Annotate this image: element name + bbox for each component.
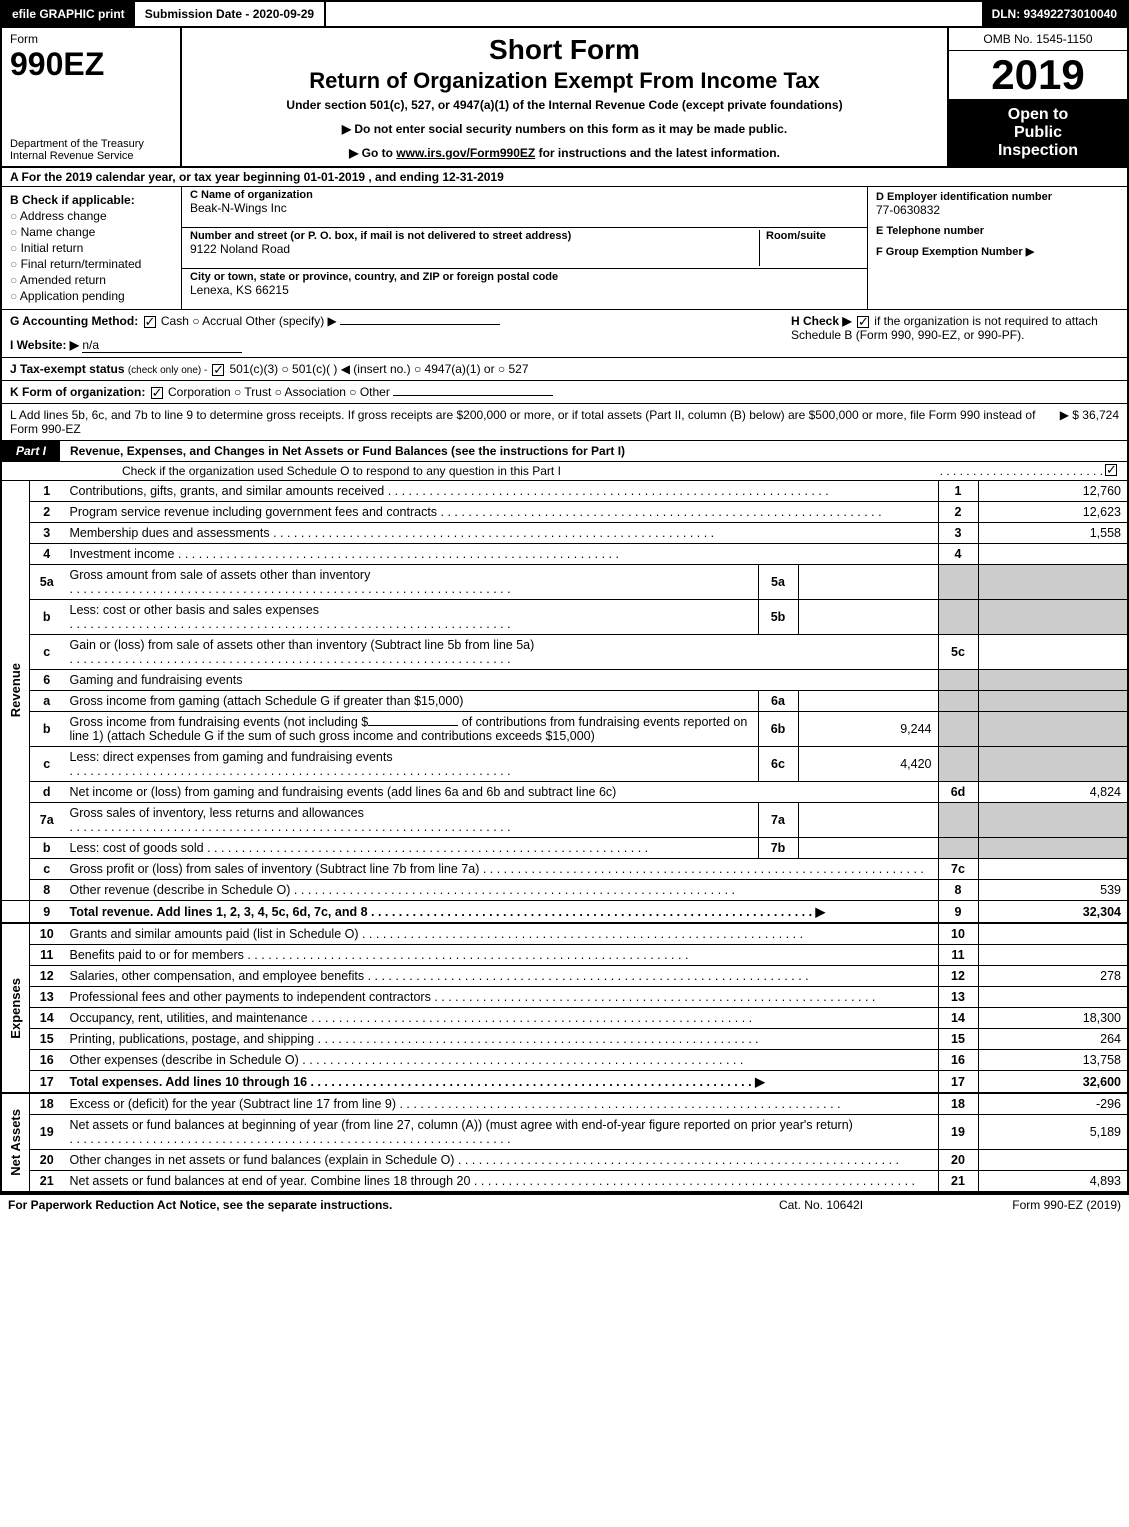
chk-corporation[interactable]	[151, 387, 163, 399]
footer-paperwork: For Paperwork Reduction Act Notice, see …	[8, 1198, 721, 1212]
city-value: Lenexa, KS 66215	[190, 283, 859, 297]
col-b-title: B Check if applicable:	[10, 193, 173, 207]
part-i-sub: Check if the organization used Schedule …	[0, 462, 1129, 481]
g-options: Cash ○ Accrual Other (specify) ▶	[161, 314, 337, 328]
h-label: H Check ▶	[791, 314, 852, 328]
ein-label: D Employer identification number	[876, 191, 1119, 203]
form-word: Form	[10, 32, 38, 46]
part-i-table: Revenue 1 Contributions, gifts, grants, …	[0, 481, 1129, 1193]
chk-cash[interactable]	[144, 316, 156, 328]
org-name-label: C Name of organization	[190, 189, 859, 201]
row-ghij: G Accounting Method: Cash ○ Accrual Othe…	[0, 310, 1129, 358]
group-exemption-label: F Group Exemption Number ▶	[876, 245, 1119, 258]
page-footer: For Paperwork Reduction Act Notice, see …	[0, 1193, 1129, 1215]
section-expenses: Expenses	[1, 923, 30, 1093]
part-i-header: Part I Revenue, Expenses, and Changes in…	[0, 441, 1129, 462]
line-desc: Contributions, gifts, grants, and simila…	[64, 481, 939, 502]
title-block: Form 990EZ Department of the Treasury In…	[0, 28, 1129, 168]
j-sub: (check only one) -	[128, 365, 210, 376]
open-to-public: Open to Public Inspection	[949, 100, 1127, 166]
part-i-title: Revenue, Expenses, and Changes in Net As…	[60, 441, 1127, 461]
omb-number: OMB No. 1545-1150	[949, 28, 1127, 51]
ein-value: 77-0630832	[876, 203, 1119, 217]
dln: DLN: 93492273010040	[982, 2, 1127, 26]
title-right: OMB No. 1545-1150 2019 Open to Public In…	[947, 28, 1127, 166]
chk-schedule-o[interactable]	[1105, 464, 1117, 476]
row-j: J Tax-exempt status (check only one) - 5…	[0, 358, 1129, 381]
footer-formref: Form 990-EZ (2019)	[921, 1198, 1121, 1212]
part-i-tag: Part I	[2, 441, 60, 461]
j-label: J Tax-exempt status	[10, 362, 125, 376]
line-num: 1	[30, 481, 64, 502]
i-label: I Website: ▶	[10, 338, 79, 352]
chk-application-pending[interactable]: Application pending	[10, 289, 173, 303]
chk-schedule-b[interactable]	[857, 316, 869, 328]
j-options: 501(c)(3) ○ 501(c)( ) ◀ (insert no.) ○ 4…	[229, 362, 528, 376]
chk-amended-return[interactable]: Amended return	[10, 273, 173, 287]
website-value: n/a	[82, 338, 242, 353]
section-net-assets: Net Assets	[1, 1093, 30, 1192]
footer-catno: Cat. No. 10642I	[721, 1198, 921, 1212]
l-text: L Add lines 5b, 6c, and 7b to line 9 to …	[10, 408, 1048, 436]
ssn-warning: ▶ Do not enter social security numbers o…	[190, 122, 939, 136]
org-name: Beak-N-Wings Inc	[190, 201, 859, 215]
g-label: G Accounting Method:	[10, 314, 138, 328]
form-number: 990EZ	[10, 46, 104, 82]
row-a-tax-year: A For the 2019 calendar year, or tax yea…	[0, 168, 1129, 187]
top-bar: efile GRAPHIC print Submission Date - 20…	[0, 0, 1129, 28]
section-revenue: Revenue	[1, 481, 30, 901]
tax-year: 2019	[949, 51, 1127, 100]
line-val: 12,760	[978, 481, 1128, 502]
street-value: 9122 Noland Road	[190, 242, 759, 256]
col-def: D Employer identification number 77-0630…	[867, 187, 1127, 309]
dept-treasury: Department of the Treasury	[10, 138, 172, 150]
street-label: Number and street (or P. O. box, if mail…	[190, 230, 759, 242]
l-amount: ▶ $ 36,724	[1048, 408, 1119, 436]
submission-date: Submission Date - 2020-09-29	[135, 2, 326, 26]
title-subtitle: Under section 501(c), 527, or 4947(a)(1)…	[190, 98, 939, 112]
city-label: City or town, state or province, country…	[190, 271, 859, 283]
irs-label: Internal Revenue Service	[10, 150, 172, 162]
line-ref: 1	[938, 481, 978, 502]
title-short-form: Short Form	[190, 34, 939, 66]
efile-print[interactable]: efile GRAPHIC print	[2, 2, 135, 26]
goto-line: ▶ Go to www.irs.gov/Form990EZ for instru…	[190, 146, 939, 160]
part-i-sub-text: Check if the organization used Schedule …	[122, 464, 940, 478]
chk-initial-return[interactable]: Initial return	[10, 241, 173, 255]
part-i-dots: . . . . . . . . . . . . . . . . . . . . …	[940, 464, 1103, 478]
title-return: Return of Organization Exempt From Incom…	[190, 68, 939, 94]
k-label: K Form of organization:	[10, 385, 145, 399]
chk-name-change[interactable]: Name change	[10, 225, 173, 239]
chk-address-change[interactable]: Address change	[10, 209, 173, 223]
phone-label: E Telephone number	[876, 225, 1119, 237]
col-b-checkboxes: B Check if applicable: Address change Na…	[2, 187, 182, 309]
entity-grid: B Check if applicable: Address change Na…	[0, 187, 1129, 310]
col-c: C Name of organization Beak-N-Wings Inc …	[182, 187, 867, 309]
k-options: Corporation ○ Trust ○ Association ○ Othe…	[168, 385, 390, 399]
chk-501c3[interactable]	[212, 364, 224, 376]
row-k: K Form of organization: Corporation ○ Tr…	[0, 381, 1129, 404]
chk-final-return[interactable]: Final return/terminated	[10, 257, 173, 271]
irs-link[interactable]: www.irs.gov/Form990EZ	[396, 146, 535, 160]
title-center: Short Form Return of Organization Exempt…	[182, 28, 947, 166]
row-l: L Add lines 5b, 6c, and 7b to line 9 to …	[0, 404, 1129, 441]
room-label: Room/suite	[766, 230, 859, 242]
form-id-cell: Form 990EZ Department of the Treasury In…	[2, 28, 182, 166]
